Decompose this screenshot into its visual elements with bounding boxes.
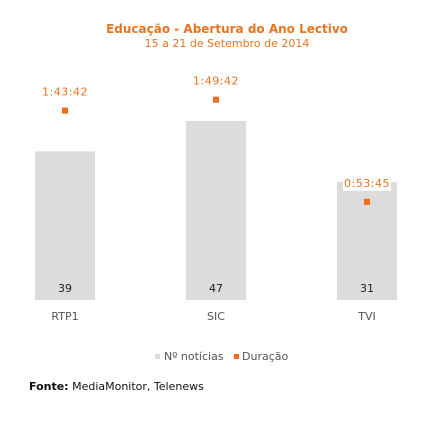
bar-value-label: 47 <box>209 282 223 295</box>
duration-label: 1:43:42 <box>42 86 88 99</box>
legend-swatch-duracao <box>234 354 239 359</box>
duration-label: 0:53:45 <box>344 177 390 190</box>
legend-label-noticias: Nº notícias <box>164 350 224 363</box>
bar-rtp1 <box>35 151 95 300</box>
duration-label: 1:49:42 <box>193 75 239 88</box>
duration-label-bg <box>192 72 240 89</box>
duration-marker <box>213 96 219 103</box>
source-note: Fonte: MediaMonitor, Telenews <box>29 380 204 393</box>
bar-sic <box>186 120 246 301</box>
source-label: Fonte: <box>29 380 69 393</box>
plot-area: 39 RTP1 1:43:42 47 SIC 1:49:42 31 TVI 0:53:45 <box>35 72 397 323</box>
duration-label-bg <box>41 83 89 100</box>
chart-title: Educação - Abertura do Ano Lectivo <box>106 22 348 36</box>
legend-label-duracao: Duração <box>242 350 288 363</box>
source-text: MediaMonitor, Telenews <box>72 380 204 393</box>
category-label: RTP1 <box>51 310 78 323</box>
category-label: TVI <box>357 310 376 323</box>
legend: Nº notícias Duração <box>155 350 288 363</box>
chart-subtitle: 15 a 21 de Setembro de 2014 <box>145 37 310 50</box>
duration-marker <box>364 198 370 205</box>
duration-marker <box>62 107 68 114</box>
bar-value-label: 39 <box>58 282 72 295</box>
duration-label-bg <box>343 174 391 191</box>
category-label: SIC <box>207 310 225 323</box>
bar-value-label: 31 <box>360 282 374 295</box>
legend-swatch-noticias <box>155 354 160 359</box>
